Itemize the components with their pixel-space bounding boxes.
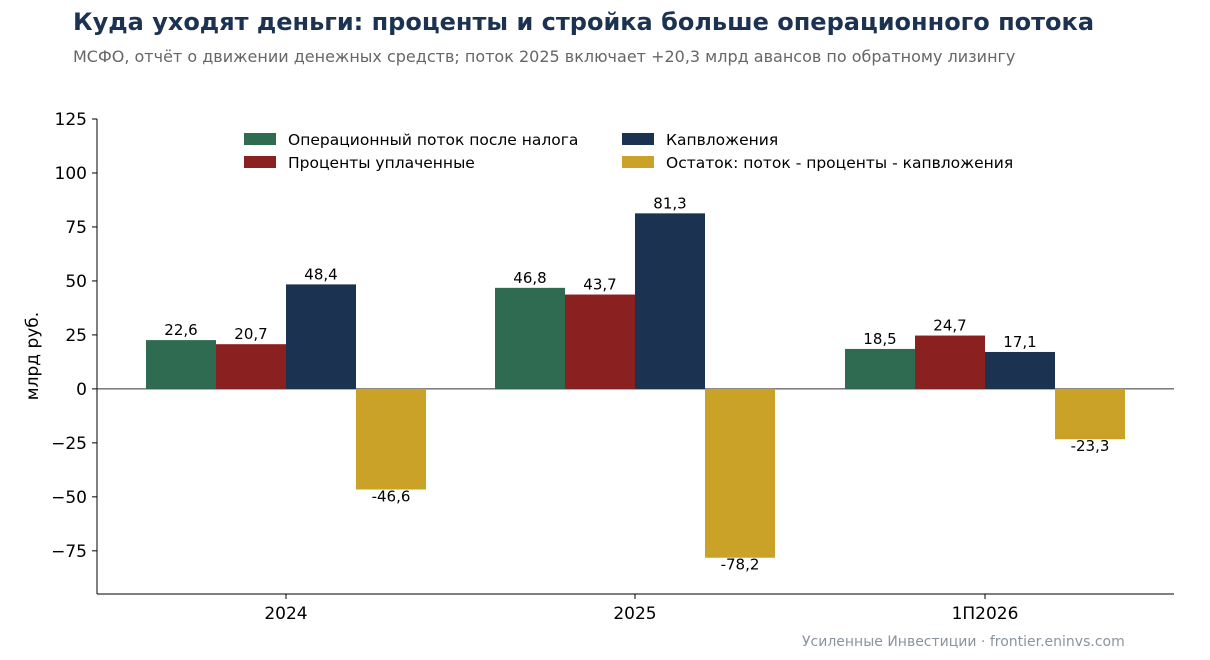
y-tick-label: −75 — [51, 542, 87, 562]
bar-value-label: 18,5 — [863, 330, 896, 348]
y-tick-label: 25 — [65, 326, 87, 346]
chart-value-labels: 22,6 20,7 48,4 -46,6 46,8 43,7 81,3 -78,2 18,5 24… — [164, 194, 1109, 573]
legend-label: Капвложения — [666, 131, 778, 149]
bar — [216, 344, 286, 389]
bar-value-label: -23,3 — [1071, 437, 1110, 455]
chart-legend: Операционный поток после налога Проценты … — [244, 131, 1013, 172]
x-tick-label: 1П2026 — [952, 604, 1019, 624]
x-tick-label: 2025 — [613, 604, 656, 624]
bar — [705, 388, 775, 558]
bar-value-label: 17,1 — [1003, 333, 1036, 351]
source-note: Усиленные Инвестиции · frontier.eninvs.c… — [802, 634, 1125, 650]
x-tick-label: 2024 — [264, 604, 307, 624]
legend-label: Остаток: поток - проценты - капвложения — [666, 154, 1013, 172]
chart-subtitle: МСФО, отчёт о движении денежных средств;… — [73, 47, 1016, 66]
bar — [356, 388, 426, 490]
bar-value-label: -46,6 — [372, 488, 411, 506]
legend-swatch — [244, 133, 276, 145]
legend-swatch — [622, 133, 654, 145]
bar-value-label: 81,3 — [653, 194, 686, 212]
y-tick-label: 0 — [76, 380, 87, 400]
bar-value-label: 20,7 — [234, 325, 267, 343]
bar — [565, 294, 635, 389]
chart-title: Куда уходят деньги: проценты и стройка б… — [73, 8, 1095, 36]
legend-label: Операционный поток после налога — [288, 131, 578, 149]
y-tick-label: 50 — [65, 272, 87, 292]
y-tick-label: −25 — [51, 434, 87, 454]
bar — [146, 340, 216, 389]
y-axis-label: млрд руб. — [23, 312, 43, 400]
bar-value-label: 46,8 — [513, 269, 546, 287]
bar-value-label: 48,4 — [304, 265, 337, 283]
bar — [1055, 388, 1125, 440]
bar — [985, 351, 1055, 389]
legend-label: Проценты уплаченные — [288, 154, 475, 172]
y-tick-label: 125 — [55, 110, 87, 130]
legend-swatch — [244, 156, 276, 168]
bar — [915, 335, 985, 389]
bar-value-label: 24,7 — [933, 317, 966, 335]
bar — [635, 213, 705, 389]
y-tick-label: 100 — [55, 164, 87, 184]
bar-value-label: 43,7 — [583, 276, 616, 294]
bar-value-label: -78,2 — [721, 556, 760, 574]
bar-value-label: 22,6 — [164, 321, 197, 339]
legend-swatch — [622, 156, 654, 168]
bar — [845, 348, 915, 389]
chart-bars — [146, 213, 1125, 558]
bar — [495, 287, 565, 389]
bar — [286, 284, 356, 389]
y-tick-label: −50 — [51, 488, 87, 508]
y-tick-label: 75 — [65, 218, 87, 238]
